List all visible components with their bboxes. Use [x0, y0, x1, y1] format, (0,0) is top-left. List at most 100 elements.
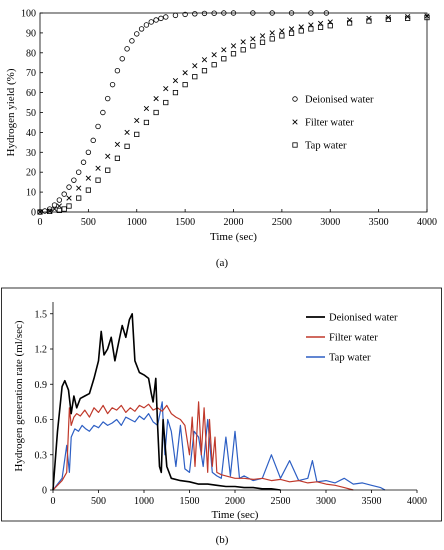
data-point-tap-water	[201, 68, 208, 74]
data-point-deionised-water	[75, 169, 82, 175]
data-point-tap-water	[143, 119, 150, 126]
data-point-deionised-water	[158, 15, 164, 22]
chart-b-y-tick-label: 1.5	[35, 309, 48, 320]
data-point-tap-water	[230, 51, 237, 57]
legend-label: Deionised water	[329, 313, 398, 324]
chart-a-y-tick-label: 80	[26, 48, 36, 59]
data-point-deionised-water	[100, 109, 106, 116]
legend-item-filter-water: Filter water	[306, 333, 378, 344]
data-point-filter-water	[201, 57, 208, 63]
data-point-tap-water	[269, 36, 275, 42]
data-point-filter-water	[221, 47, 227, 53]
data-point-deionised-water	[192, 11, 198, 17]
legend-label: Filter water	[305, 118, 354, 129]
legend-label: Tap water	[329, 353, 371, 364]
data-point-tap-water	[240, 47, 246, 53]
chart-b-y-tick-label: 0.9	[35, 380, 48, 391]
data-point-tap-water	[114, 155, 120, 161]
data-point-filter-water	[288, 26, 295, 32]
chart-b-x-tick-label: 1500	[180, 496, 200, 507]
data-point-tap-water	[76, 195, 82, 201]
chart-b-x-axis-label: Time (sec)	[212, 509, 259, 521]
chart-b-y-tick-label: 1.2	[35, 345, 48, 356]
data-point-tap-water	[61, 206, 67, 212]
data-point-filter-water	[259, 33, 266, 39]
data-point-deionised-water	[61, 191, 67, 197]
data-point-filter-water	[163, 86, 169, 92]
chart-a-y-tick-label: 20	[26, 168, 36, 179]
data-point-filter-water	[95, 165, 101, 171]
chart-b-axes	[52, 302, 417, 491]
data-point-tap-water	[85, 187, 91, 193]
data-point-tap-water	[211, 62, 217, 68]
series-deionised-water	[37, 10, 330, 215]
legend-item-tap-water: Tap water	[292, 141, 347, 152]
data-point-tap-water	[192, 74, 198, 80]
series-line-filter-water	[52, 401, 354, 491]
data-point-deionised-water	[80, 159, 87, 165]
data-point-filter-water	[172, 78, 179, 84]
chart-a-y-tick-label: 70	[26, 68, 36, 79]
chart-a-y-tick-label: 90	[26, 28, 36, 39]
chart-a-x-tick-label: 1500	[175, 217, 195, 228]
data-point-deionised-water	[143, 22, 150, 28]
data-point-tap-water	[134, 131, 140, 137]
data-point-filter-water	[240, 39, 246, 45]
legend-marker-deionised-water	[292, 96, 298, 102]
chart-a-x-axis-label: Time (sec)	[210, 231, 257, 243]
data-point-tap-water	[308, 26, 314, 32]
data-point-deionised-water	[119, 56, 125, 62]
chart-b-x-tick-label: 3000	[316, 496, 336, 507]
chart-b-x-tick-label: 3500	[362, 496, 382, 507]
data-point-filter-water	[269, 30, 275, 36]
data-point-tap-water	[47, 208, 53, 215]
chart-a-y-tick-label: 60	[26, 88, 36, 99]
chart-b-panel-label: (b)	[216, 534, 229, 546]
data-point-filter-water	[56, 203, 62, 209]
chart-a-x-tick-label: 4000	[417, 217, 437, 228]
chart-b-outer-frame	[1, 287, 442, 522]
chart-b-x-tick-label: 1000	[134, 496, 154, 507]
chart-panel-b: 0 500 1000 1500 2000 2500 3000 3500 4000 0 0.3 0.6 0…	[1, 287, 442, 546]
data-point-tap-water	[221, 56, 227, 62]
data-point-deionised-water	[90, 137, 96, 144]
chart-a-x-tick-label: 2500	[272, 217, 292, 228]
legend-item-filter-water: Filter water	[292, 118, 354, 129]
data-point-tap-water	[327, 23, 333, 29]
data-point-deionised-water	[124, 46, 130, 52]
data-point-filter-water	[85, 175, 91, 181]
data-point-tap-water	[288, 30, 295, 36]
data-point-deionised-water	[114, 68, 121, 74]
data-point-tap-water	[346, 20, 353, 26]
data-point-tap-water	[298, 28, 304, 34]
chart-a-x-tick-label: 2000	[224, 217, 244, 228]
chart-a-y-tick-label: 100	[21, 9, 36, 20]
data-point-deionised-water	[51, 202, 58, 208]
data-point-filter-water	[250, 36, 256, 42]
data-point-filter-water	[51, 206, 58, 212]
legend-item-deionised-water: Deionised water	[292, 95, 374, 106]
data-point-tap-water	[385, 16, 391, 22]
data-point-tap-water	[317, 24, 324, 30]
data-point-tap-water	[66, 203, 72, 209]
data-point-tap-water	[250, 43, 256, 49]
chart-a-y-tick-label: 0	[31, 208, 36, 219]
data-point-deionised-water	[105, 95, 111, 102]
data-point-tap-water	[124, 143, 130, 149]
legend-label: Deionised water	[305, 95, 374, 106]
data-point-deionised-water	[148, 19, 154, 25]
data-point-filter-water	[76, 185, 82, 191]
data-point-deionised-water	[129, 38, 135, 44]
data-point-tap-water	[366, 18, 372, 24]
chart-b-x-tick-label: 2000	[225, 496, 245, 507]
series-line-tap-water	[52, 401, 386, 491]
chart-a-legend: Deionised water Filter water Tap water	[292, 95, 374, 152]
chart-a-y-tick-label: 10	[26, 188, 36, 199]
chart-b-x-tick-label: 2500	[271, 496, 291, 507]
chart-b-marks	[52, 312, 386, 491]
chart-a-x-tick-label: 3500	[369, 217, 389, 228]
data-point-filter-water	[105, 153, 111, 159]
data-point-filter-water	[153, 95, 159, 102]
chart-a-ticks: 0 500 1000 1500 2000 2500 3000 3500 4000 0 10 20 30 4…	[21, 9, 437, 229]
chart-b-y-axis-label: Hydrogen generation rate (ml/sec)	[13, 320, 25, 472]
